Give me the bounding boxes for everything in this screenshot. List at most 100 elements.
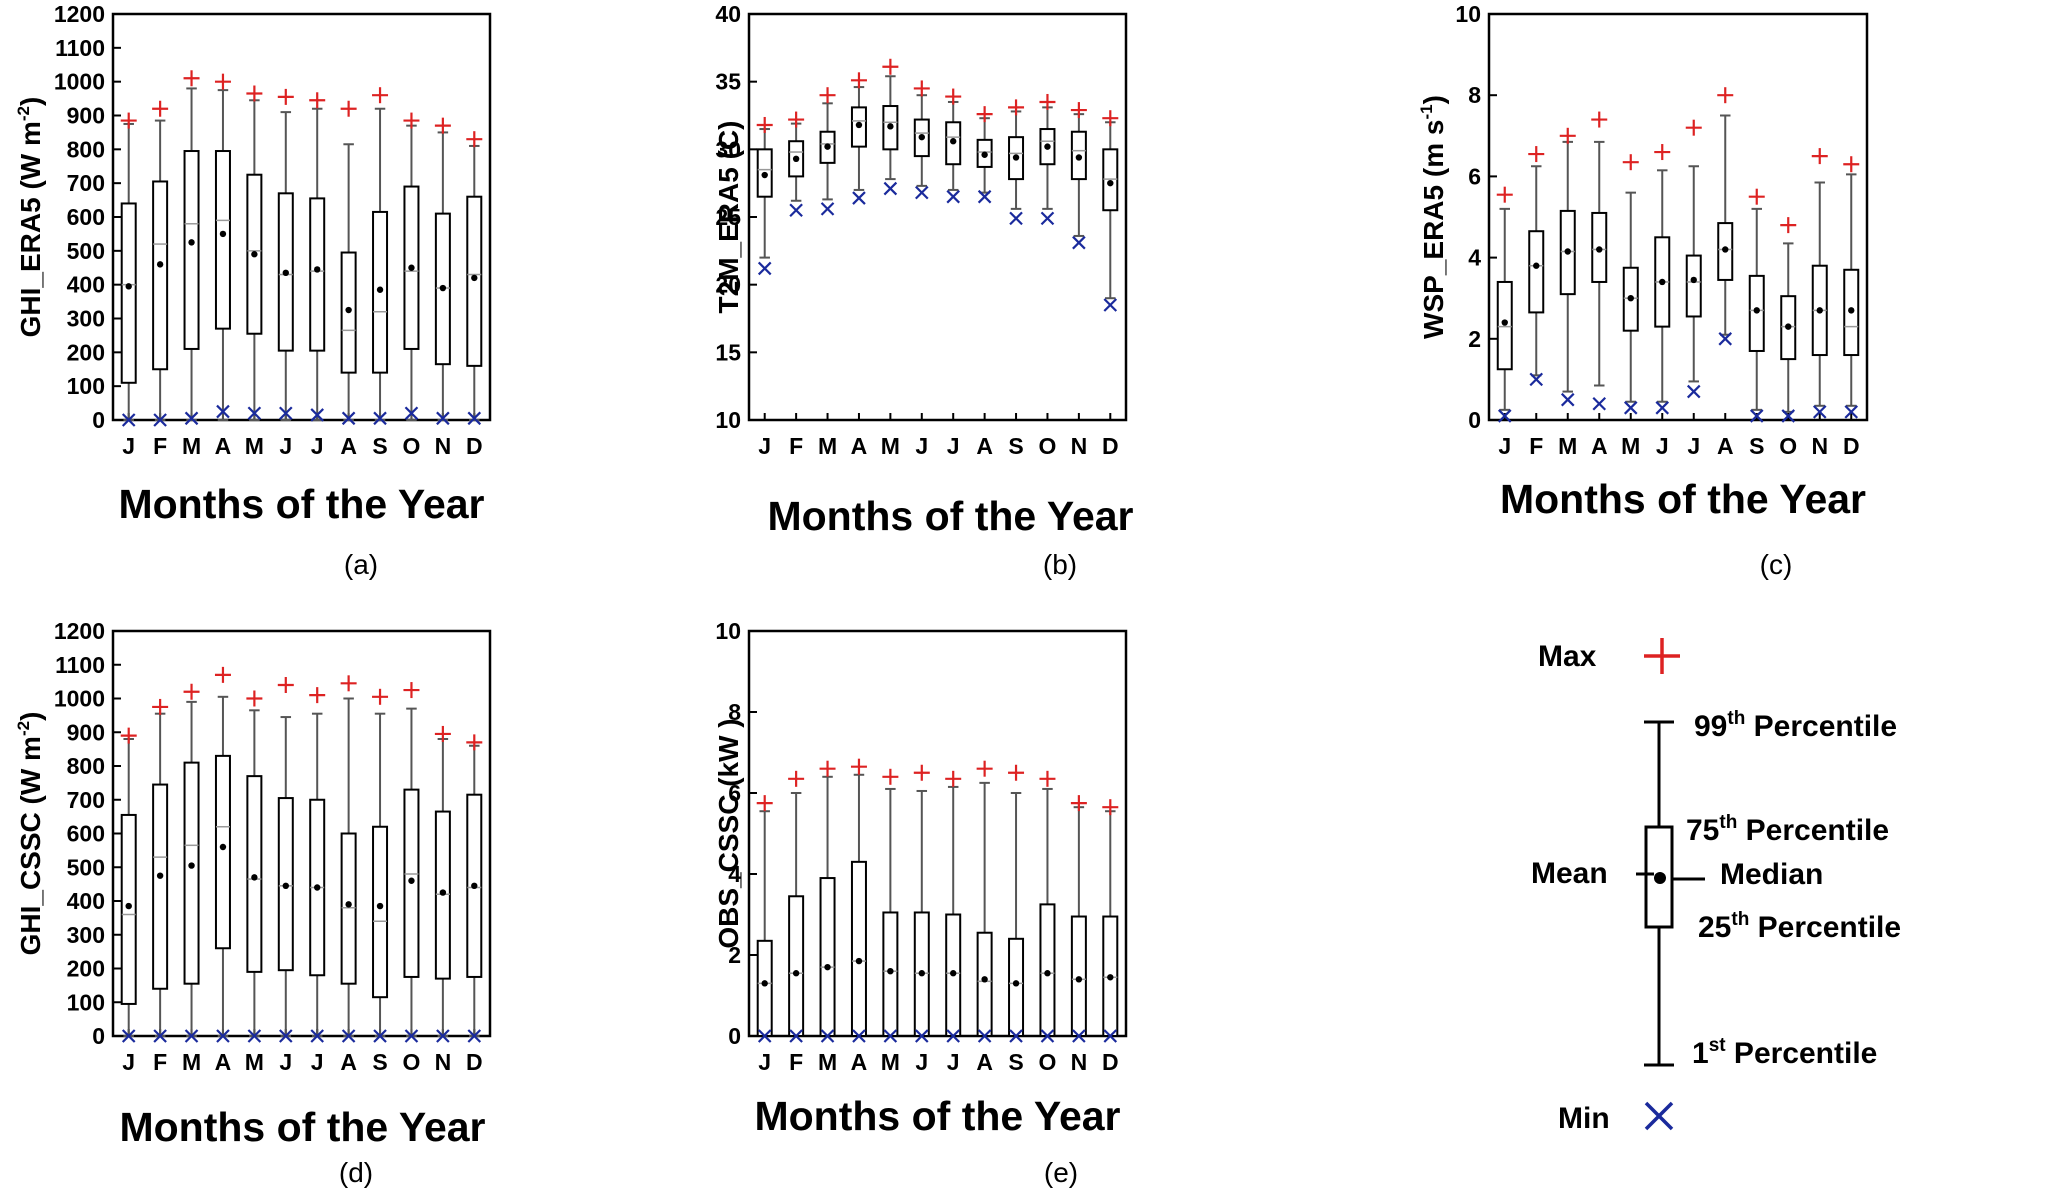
mean-dot [792, 155, 800, 163]
x-tick-label: N [1071, 433, 1088, 459]
y-tick-label: 1000 [54, 69, 105, 95]
plot-frame [747, 12, 1128, 422]
mean-dot [156, 261, 164, 268]
mean-dot [1044, 970, 1051, 977]
min-marker-b [1103, 298, 1118, 312]
x-tick-label: M [1558, 433, 1577, 459]
y-tick-label: 35 [715, 69, 741, 95]
y-tick-label: 1000 [54, 686, 105, 712]
box-M-2 [1559, 127, 1576, 407]
mean-dot [251, 251, 258, 258]
mean-dot [1012, 980, 1020, 987]
mean-dot [1107, 179, 1114, 187]
x-tick-label: J [1656, 433, 1669, 459]
box-iqr [1528, 230, 1545, 314]
box-A-3 [214, 73, 231, 421]
box-iqr [152, 783, 169, 990]
legend-max-label: Max [1538, 640, 1597, 673]
chart-panel-a: 0 100 200 300 400 500 600 700 800 900 1000 1100 1200… [14, 1, 492, 580]
y-tick-label: 600 [67, 821, 105, 847]
min-marker-b [946, 189, 960, 204]
box-J-6 [309, 92, 326, 422]
min-marker-b [820, 202, 835, 216]
y-tick-label: 2 [728, 942, 741, 968]
mean-dot [1659, 278, 1666, 286]
y-tick-label: 500 [67, 238, 105, 264]
min-marker-b [216, 404, 230, 419]
box-iqr [214, 754, 231, 950]
mean-dot [125, 902, 132, 910]
x-tick-label: S [1008, 1049, 1023, 1075]
y-tick-label: 0 [92, 1023, 105, 1049]
min-marker-b [1103, 1029, 1118, 1043]
x-tick-label: J [311, 433, 324, 459]
min-marker-b [1040, 211, 1055, 226]
min-marker-b [883, 1029, 898, 1043]
mean-dot [1012, 154, 1020, 161]
box-M-2 [183, 70, 200, 426]
x-tick-label: M [182, 433, 201, 459]
box-F-1 [152, 100, 169, 427]
x-tick-label: J [947, 1049, 960, 1075]
box-N-10 [1070, 795, 1087, 1043]
y-tick-label: 0 [92, 407, 105, 433]
box-J-0 [120, 727, 137, 1043]
mean-dot [219, 843, 227, 851]
min-marker-b [1529, 372, 1544, 387]
y-tick-label: 20 [715, 272, 741, 298]
panel-label: (c) [1760, 549, 1793, 580]
x-tick-label: M [818, 1049, 837, 1075]
box-M-4 [882, 58, 899, 196]
box-S-8 [1748, 188, 1765, 423]
mean-dot [188, 862, 195, 869]
plot-frame [747, 629, 1128, 1038]
panel-label: (b) [1043, 549, 1077, 580]
mean-dot [981, 976, 988, 983]
x-tick-label: J [1687, 433, 1700, 459]
box-iqr [1685, 254, 1702, 318]
box-D-11 [1102, 110, 1119, 312]
legend-mean-label: Mean [1531, 857, 1608, 890]
min-marker-b [1655, 401, 1670, 415]
min-marker-b [153, 1029, 167, 1043]
x-tick-label: A [340, 433, 357, 459]
y-tick-label: 25 [715, 204, 741, 230]
min-marker-b [1560, 392, 1575, 407]
mean-dot [345, 901, 352, 908]
mean-dot [156, 872, 164, 879]
box-iqr [819, 877, 836, 1037]
y-tick-label: 700 [67, 787, 105, 813]
min-marker-b [757, 261, 772, 276]
box-J-0 [756, 116, 773, 276]
min-marker-b [341, 1029, 356, 1043]
box-S-8 [372, 87, 389, 426]
x-tick-label: A [851, 433, 868, 459]
box-iqr [246, 775, 263, 973]
y-tick-label: 100 [67, 373, 105, 399]
legend-p25: 25th Percentile [1698, 909, 1901, 944]
min-marker-b [279, 406, 293, 421]
mean-dot [918, 133, 925, 141]
y-tick-label: 1100 [55, 652, 105, 678]
mean-dot [824, 143, 831, 150]
plot-frame [111, 629, 492, 1038]
min-marker-b [1592, 396, 1607, 411]
x-tick-label: M [881, 1049, 900, 1075]
x-tick-label: J [758, 433, 771, 459]
box-F-1 [788, 111, 805, 218]
legend-p99: 99th Percentile [1694, 708, 1897, 743]
min-marker-b [436, 411, 450, 426]
box-O-9 [1039, 770, 1056, 1043]
min-marker-b [852, 1029, 866, 1043]
min-marker-b [373, 1029, 387, 1043]
x-tick-label: J [279, 1049, 292, 1075]
x-tick-label: J [311, 1049, 324, 1075]
box-N-10 [1070, 102, 1087, 250]
y-tick-label: 900 [67, 719, 105, 745]
x-tick-label: S [1008, 433, 1023, 459]
x-tick-label: M [182, 1049, 201, 1075]
y-tick-label: 1200 [54, 618, 105, 644]
box-A-7 [976, 760, 993, 1043]
